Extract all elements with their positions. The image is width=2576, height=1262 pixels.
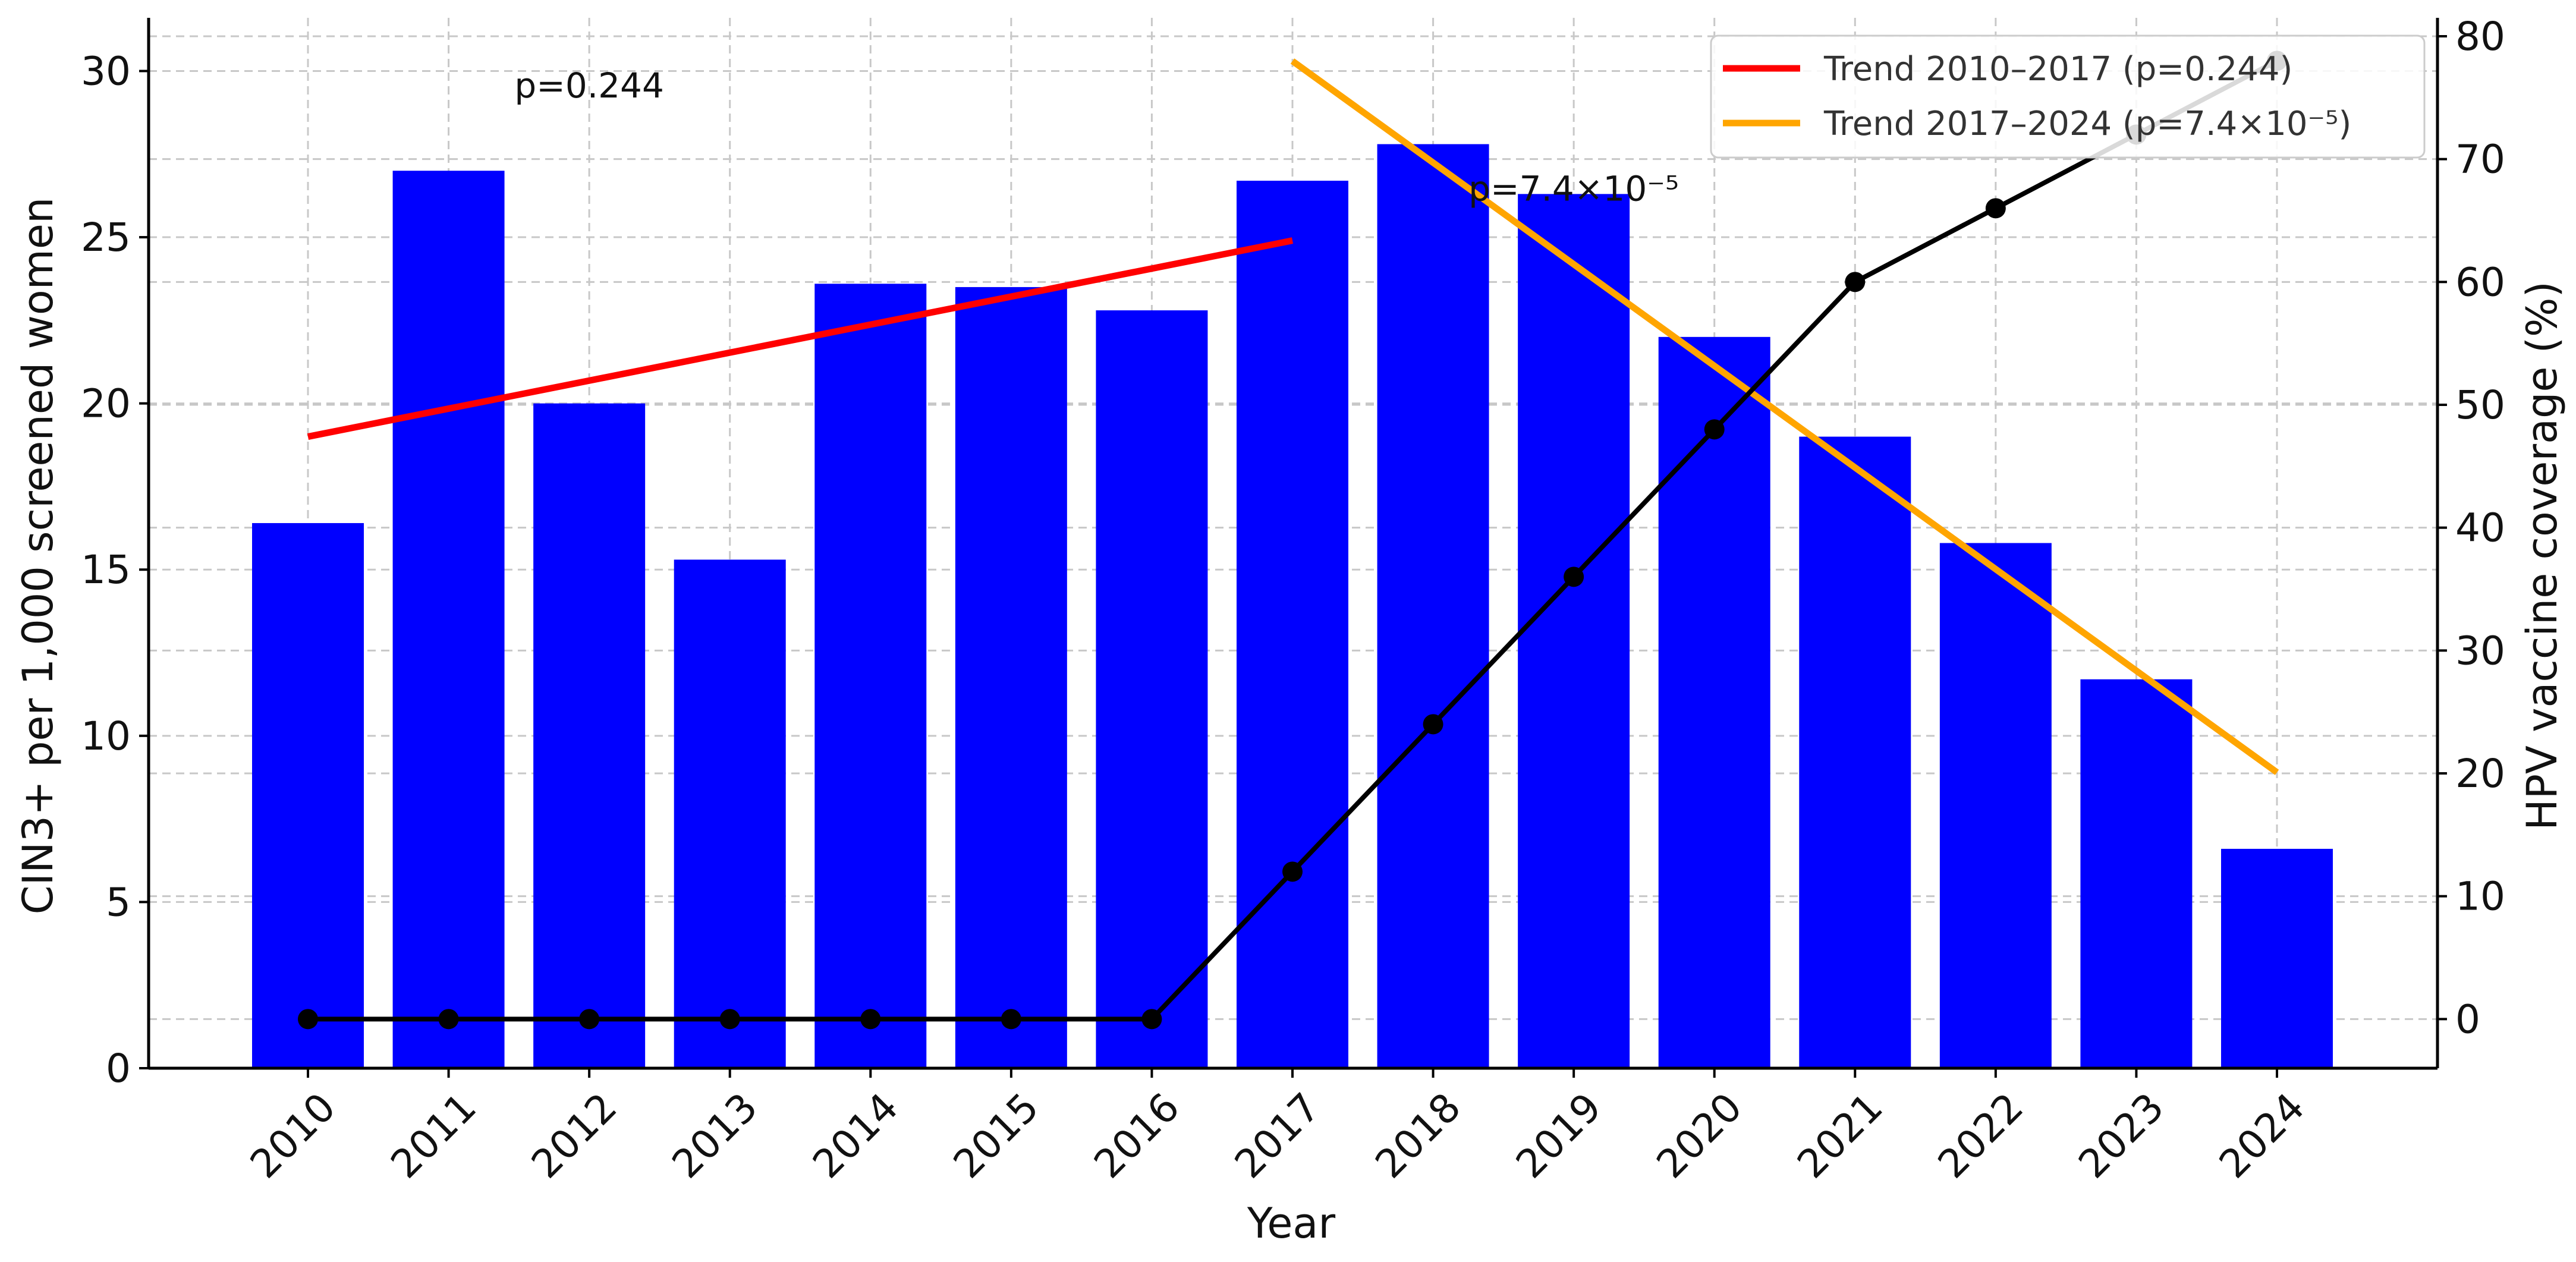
legend-label-1: Trend 2010–2017 (p=0.244) xyxy=(1823,50,2292,89)
x-tick-label-2019: 2019 xyxy=(1507,1084,1610,1187)
x-tick-label-2015: 2015 xyxy=(945,1084,1048,1187)
coverage-point-2017 xyxy=(1282,861,1303,882)
coverage-point-2021 xyxy=(1845,272,1866,292)
coverage-point-2014 xyxy=(860,1009,881,1030)
coverage-point-2013 xyxy=(719,1009,740,1030)
coverage-point-2020 xyxy=(1704,419,1725,440)
x-tick-label-2013: 2013 xyxy=(663,1084,766,1187)
x-tick-label-2014: 2014 xyxy=(804,1084,907,1187)
x-tick-label-2018: 2018 xyxy=(1367,1084,1470,1187)
bar-2013 xyxy=(674,559,786,1068)
bar-2019 xyxy=(1518,194,1630,1069)
bar-2015 xyxy=(955,287,1067,1068)
x-tick-label-2017: 2017 xyxy=(1226,1084,1329,1187)
coverage-point-2018 xyxy=(1423,714,1443,735)
annotation-1: p=0.244 xyxy=(514,65,663,106)
y2-tick-label-10: 10 xyxy=(2455,874,2505,920)
x-tick-label-2016: 2016 xyxy=(1086,1084,1188,1187)
x-tick-label-2021: 2021 xyxy=(1788,1084,1891,1187)
x-tick-label-2022: 2022 xyxy=(1929,1084,2032,1187)
bar-2010 xyxy=(252,523,364,1068)
coverage-point-2010 xyxy=(298,1009,318,1030)
y2-tick-label-80: 80 xyxy=(2455,14,2505,59)
y2-tick-label-0: 0 xyxy=(2455,996,2480,1042)
y2-axis-title: HPV vaccine coverage (%) xyxy=(2518,281,2566,830)
y-axis-title: CIN3+ per 1,000 screened women xyxy=(14,197,62,915)
y-tick-label-15: 15 xyxy=(81,547,131,593)
bar-2012 xyxy=(533,403,646,1069)
legend-box xyxy=(1710,34,2426,159)
coverage-point-2022 xyxy=(1985,198,2006,219)
x-tick-label-2023: 2023 xyxy=(2070,1084,2173,1187)
y2-tick-label-50: 50 xyxy=(2455,382,2505,428)
x-tick-label-2010: 2010 xyxy=(241,1084,344,1187)
coverage-point-2012 xyxy=(579,1009,600,1030)
bar-2022 xyxy=(1939,543,2052,1068)
coverage-point-2015 xyxy=(1001,1009,1021,1030)
bar-2023 xyxy=(2080,679,2193,1068)
y2-tick-label-40: 40 xyxy=(2455,505,2505,551)
bar-2014 xyxy=(814,284,927,1068)
y2-tick-label-60: 60 xyxy=(2455,259,2505,305)
y-tick-label-20: 20 xyxy=(81,381,131,427)
bar-2011 xyxy=(392,171,505,1068)
bars-layer xyxy=(252,144,2333,1069)
x-tick-label-2020: 2020 xyxy=(1648,1084,1751,1187)
coverage-point-2016 xyxy=(1141,1009,1162,1030)
y2-tick-label-20: 20 xyxy=(2455,751,2505,797)
coverage-point-2011 xyxy=(438,1009,459,1030)
legend: Trend 2010–2017 (p=0.244) Trend 2017–2024… xyxy=(1710,34,2426,159)
trend-lines-layer xyxy=(307,58,2279,775)
y2-tick-label-70: 70 xyxy=(2455,137,2505,182)
x-tick-label-2024: 2024 xyxy=(2210,1084,2313,1187)
y-tick-label-5: 5 xyxy=(106,879,131,925)
legend-label-2: Trend 2017–2024 (p=7.4×10⁻⁵) xyxy=(1823,105,2351,143)
y2-tick-label-30: 30 xyxy=(2455,628,2505,674)
bar-2021 xyxy=(1799,436,1911,1069)
y-tick-label-0: 0 xyxy=(106,1046,131,1091)
x-tick-label-2012: 2012 xyxy=(523,1084,625,1187)
bar-2018 xyxy=(1377,144,1489,1069)
y-tick-label-10: 10 xyxy=(81,713,131,759)
coverage-point-2019 xyxy=(1564,567,1584,587)
trend-line-1 xyxy=(307,237,1294,440)
bar-2017 xyxy=(1237,180,1348,1068)
annotation-2: p=7.4×10⁻⁵ xyxy=(1468,169,1679,209)
y-tick-label-30: 30 xyxy=(81,48,131,94)
annotations-layer: p=0.244 p=7.4×10⁻⁵ xyxy=(514,65,1679,209)
x-axis-title: Year xyxy=(1247,1199,1335,1248)
bar-2024 xyxy=(2221,848,2333,1068)
y-tick-label-25: 25 xyxy=(81,215,131,260)
bar-2020 xyxy=(1658,336,1770,1069)
bar-2016 xyxy=(1096,310,1208,1068)
trend-line-2 xyxy=(1290,58,2279,775)
x-tick-label-2011: 2011 xyxy=(382,1084,485,1187)
